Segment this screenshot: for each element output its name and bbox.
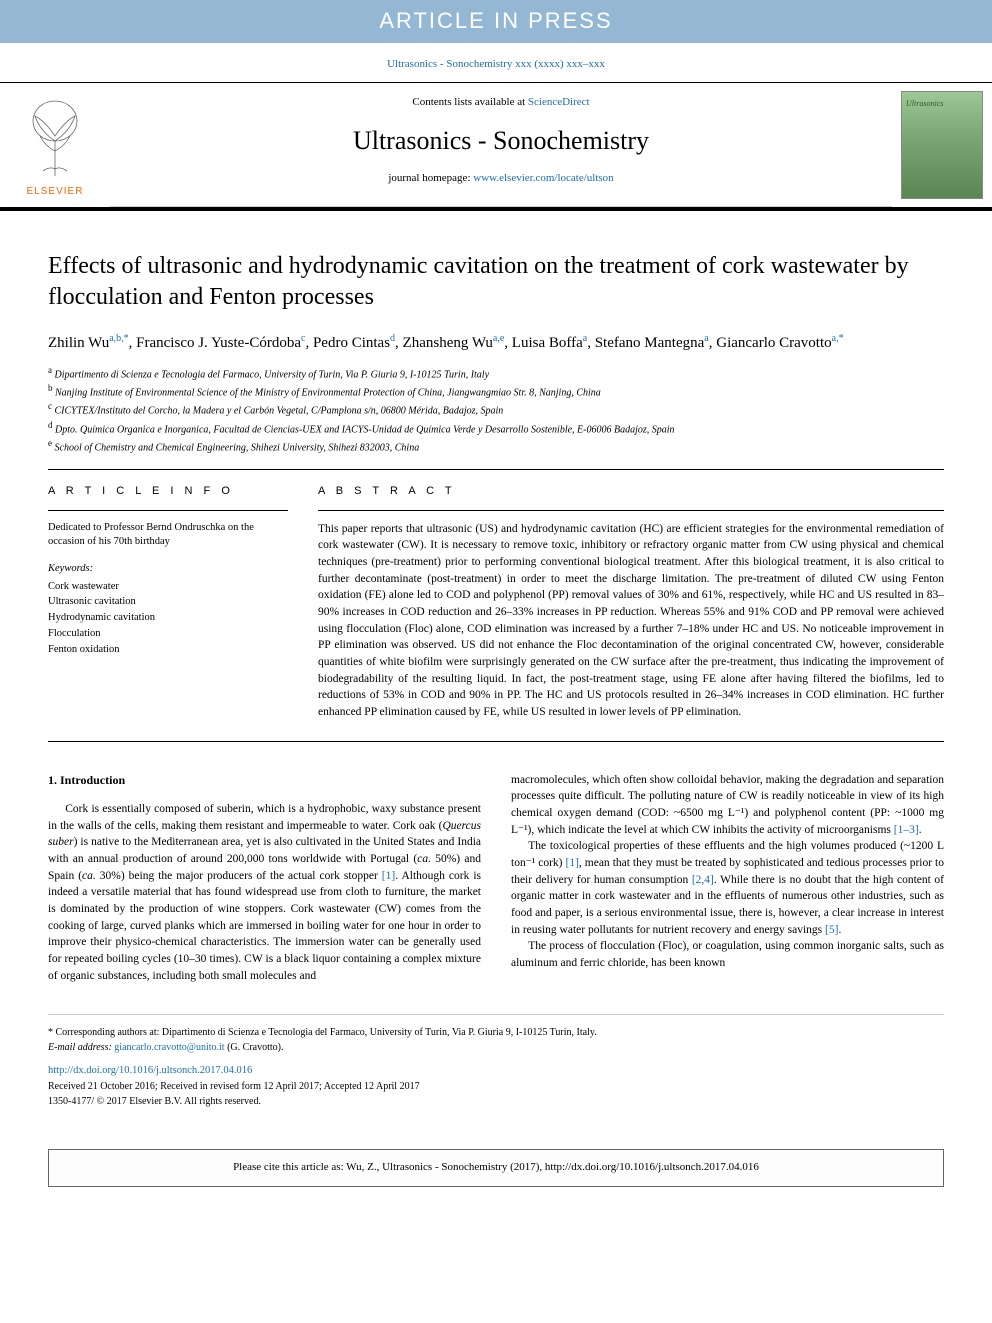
email-line: E-mail address: giancarlo.cravotto@unito… [48, 1040, 944, 1055]
journal-cover: Ultrasonics [892, 83, 992, 207]
keywords-list: Cork wastewaterUltrasonic cavitationHydr… [48, 579, 288, 658]
intro-para-cont: macromolecules, which often show colloid… [511, 772, 944, 839]
affiliation-line: a Dipartimento di Scienza e Tecnologia d… [48, 364, 944, 382]
received-dates: Received 21 October 2016; Received in re… [48, 1079, 944, 1094]
journal-name: Ultrasonics - Sonochemistry [130, 123, 872, 159]
abstract-block: A B S T R A C T This paper reports that … [318, 484, 944, 720]
journal-homepage-link[interactable]: www.elsevier.com/locate/ultson [473, 172, 613, 184]
article-title: Effects of ultrasonic and hydrodynamic c… [48, 251, 944, 313]
contents-list-line: Contents lists available at ScienceDirec… [130, 95, 872, 110]
dedication: Dedicated to Professor Bernd Ondruschka … [48, 521, 288, 550]
intro-para-1: Cork is essentially composed of suberin,… [48, 801, 481, 984]
divider [48, 469, 944, 470]
journal-cover-thumbnail: Ultrasonics [901, 91, 983, 199]
email-link[interactable]: giancarlo.cravotto@unito.it [114, 1042, 224, 1053]
affiliation-line: d Dpto. Química Organica e Inorganica, F… [48, 419, 944, 437]
intro-para-3: The process of flocculation (Floc), or c… [511, 938, 944, 971]
abstract-heading: A B S T R A C T [318, 484, 944, 499]
email-label: E-mail address: [48, 1042, 114, 1053]
article-info-block: A R T I C L E I N F O Dedicated to Profe… [48, 484, 288, 720]
journal-header-center: Contents lists available at ScienceDirec… [110, 83, 892, 207]
article-info-heading: A R T I C L E I N F O [48, 484, 288, 499]
elsevier-logo: ELSEVIER [0, 83, 110, 207]
introduction-heading: 1. Introduction [48, 772, 481, 789]
cover-title: Ultrasonics [906, 98, 943, 109]
divider [48, 741, 944, 742]
affiliation-line: b Nanjing Institute of Environmental Sci… [48, 382, 944, 400]
column-left: 1. Introduction Cork is essentially comp… [48, 772, 481, 985]
divider [318, 510, 944, 511]
affiliations: a Dipartimento di Scienza e Tecnologia d… [48, 364, 944, 456]
journal-homepage-line: journal homepage: www.elsevier.com/locat… [130, 171, 872, 186]
footer-section: * Corresponding authors at: Dipartimento… [48, 1014, 944, 1109]
keywords-label: Keywords: [48, 562, 288, 577]
keyword: Ultrasonic cavitation [48, 594, 288, 610]
contents-prefix: Contents lists available at [412, 96, 527, 108]
intro-para-2: The toxicological properties of these ef… [511, 838, 944, 938]
elsevier-text: ELSEVIER [27, 185, 84, 199]
doi-link[interactable]: http://dx.doi.org/10.1016/j.ultsonch.201… [48, 1063, 944, 1079]
corresponding-author: * Corresponding authors at: Dipartimento… [48, 1025, 944, 1040]
author-list: Zhilin Wua,b,*, Francisco J. Yuste-Córdo… [48, 332, 944, 354]
main-text-columns: 1. Introduction Cork is essentially comp… [48, 772, 944, 985]
keyword: Flocculation [48, 626, 288, 642]
divider [48, 510, 288, 511]
abstract-text: This paper reports that ultrasonic (US) … [318, 521, 944, 721]
homepage-prefix: journal homepage: [388, 172, 473, 184]
email-suffix: (G. Cravotto). [225, 1042, 284, 1053]
doi-header-line: Ultrasonics - Sonochemistry xxx (xxxx) x… [0, 43, 992, 82]
keyword: Cork wastewater [48, 579, 288, 595]
column-right: macromolecules, which often show colloid… [511, 772, 944, 985]
cite-as-box: Please cite this article as: Wu, Z., Ult… [48, 1149, 944, 1186]
sciencedirect-link[interactable]: ScienceDirect [528, 96, 590, 108]
keyword: Fenton oxidation [48, 642, 288, 658]
affiliation-line: c CICYTEX/Instituto del Corcho, la Mader… [48, 400, 944, 418]
elsevier-tree-icon [15, 91, 95, 181]
article-in-press-banner: ARTICLE IN PRESS [0, 0, 992, 43]
journal-header: ELSEVIER Contents lists available at Sci… [0, 82, 992, 211]
issn-copyright: 1350-4177/ © 2017 Elsevier B.V. All righ… [48, 1094, 944, 1109]
affiliation-line: e School of Chemistry and Chemical Engin… [48, 437, 944, 455]
keyword: Hydrodynamic cavitation [48, 610, 288, 626]
